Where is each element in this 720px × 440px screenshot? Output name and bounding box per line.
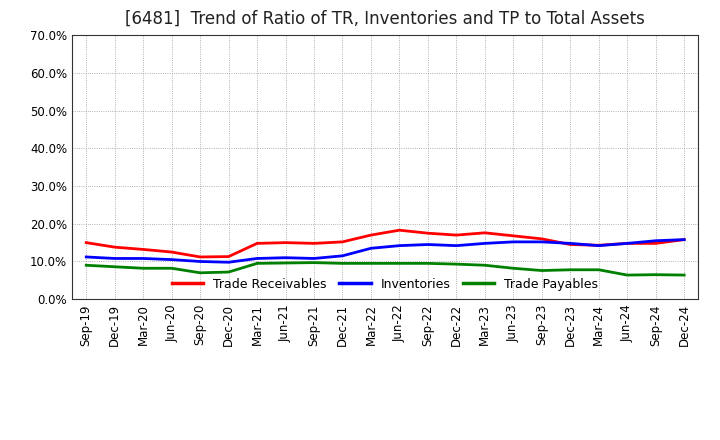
Trade Payables: [366, 261, 375, 266]
Trade Payables: [652, 272, 660, 277]
Line: Trade Payables: Trade Payables: [86, 263, 684, 275]
Trade Payables: [282, 260, 290, 266]
Inventories: [338, 253, 347, 258]
Inventories: [225, 260, 233, 265]
Inventories: [82, 254, 91, 260]
Trade Receivables: [167, 249, 176, 255]
Trade Receivables: [537, 236, 546, 242]
Trade Payables: [167, 266, 176, 271]
Trade Payables: [680, 272, 688, 278]
Trade Payables: [395, 261, 404, 266]
Inventories: [167, 257, 176, 262]
Inventories: [366, 246, 375, 251]
Title: [6481]  Trend of Ratio of TR, Inventories and TP to Total Assets: [6481] Trend of Ratio of TR, Inventories…: [125, 10, 645, 28]
Trade Payables: [82, 263, 91, 268]
Trade Receivables: [623, 241, 631, 246]
Trade Receivables: [225, 254, 233, 259]
Line: Trade Receivables: Trade Receivables: [86, 230, 684, 257]
Trade Receivables: [566, 242, 575, 247]
Inventories: [566, 241, 575, 246]
Inventories: [652, 238, 660, 243]
Trade Receivables: [395, 227, 404, 233]
Inventories: [680, 237, 688, 242]
Trade Payables: [595, 267, 603, 272]
Trade Payables: [537, 268, 546, 273]
Trade Receivables: [196, 254, 204, 260]
Inventories: [310, 256, 318, 261]
Trade Receivables: [595, 242, 603, 248]
Inventories: [253, 256, 261, 261]
Trade Receivables: [139, 247, 148, 252]
Legend: Trade Receivables, Inventories, Trade Payables: Trade Receivables, Inventories, Trade Pa…: [167, 273, 603, 296]
Inventories: [139, 256, 148, 261]
Trade Payables: [338, 261, 347, 266]
Trade Receivables: [680, 237, 688, 242]
Trade Payables: [566, 267, 575, 272]
Inventories: [452, 243, 461, 248]
Inventories: [196, 259, 204, 264]
Inventories: [509, 239, 518, 245]
Trade Receivables: [282, 240, 290, 245]
Trade Receivables: [452, 232, 461, 238]
Inventories: [110, 256, 119, 261]
Trade Receivables: [82, 240, 91, 245]
Trade Payables: [480, 263, 489, 268]
Trade Receivables: [310, 241, 318, 246]
Trade Payables: [110, 264, 119, 269]
Trade Receivables: [509, 233, 518, 238]
Trade Payables: [623, 272, 631, 278]
Trade Payables: [139, 266, 148, 271]
Trade Payables: [423, 261, 432, 266]
Trade Receivables: [423, 231, 432, 236]
Inventories: [595, 243, 603, 248]
Line: Inventories: Inventories: [86, 240, 684, 262]
Inventories: [537, 239, 546, 245]
Trade Payables: [452, 261, 461, 267]
Trade Receivables: [366, 232, 375, 238]
Trade Receivables: [338, 239, 347, 245]
Trade Payables: [310, 260, 318, 265]
Trade Receivables: [110, 245, 119, 250]
Inventories: [480, 241, 489, 246]
Trade Payables: [509, 266, 518, 271]
Trade Payables: [196, 270, 204, 275]
Inventories: [395, 243, 404, 248]
Trade Payables: [225, 269, 233, 275]
Inventories: [282, 255, 290, 260]
Trade Receivables: [480, 230, 489, 235]
Inventories: [623, 241, 631, 246]
Trade Payables: [253, 261, 261, 266]
Inventories: [423, 242, 432, 247]
Trade Receivables: [652, 241, 660, 246]
Trade Receivables: [253, 241, 261, 246]
